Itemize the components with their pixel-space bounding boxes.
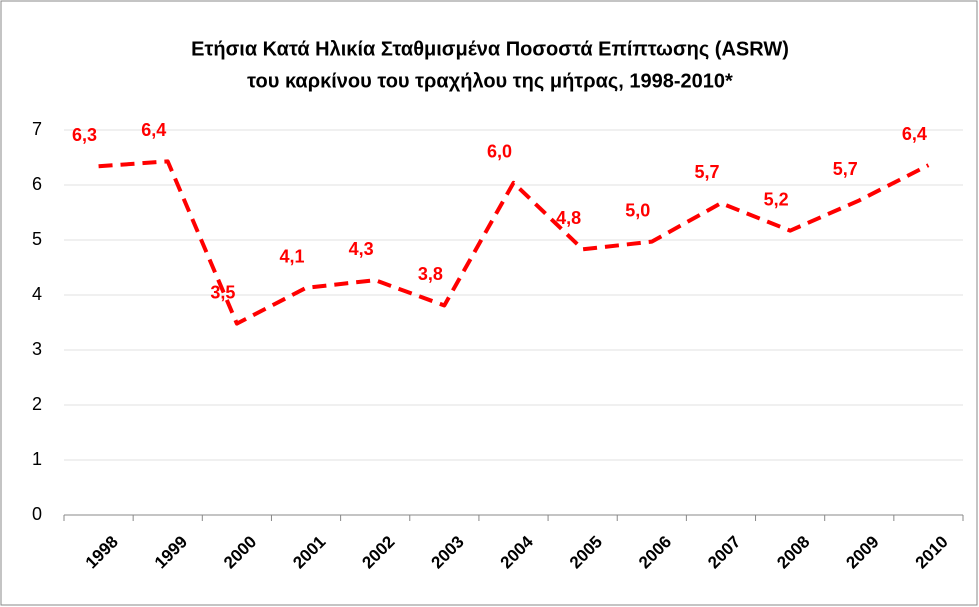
chart-title: του καρκίνου του τραχήλου της μήτρας, 19… xyxy=(247,70,733,92)
chart-title: Ετήσια Κατά Ηλικία Σταθμισμένα Ποσοστά Ε… xyxy=(191,38,789,60)
y-tick-label: 3 xyxy=(32,339,42,359)
line xyxy=(98,159,930,326)
data-label: 6,4 xyxy=(902,124,927,144)
data-label: 4,3 xyxy=(349,239,374,259)
data-label: 5,0 xyxy=(625,200,650,220)
data-label: 5,2 xyxy=(764,189,789,209)
y-tick-label: 4 xyxy=(32,284,42,304)
data-label: 4,8 xyxy=(556,208,581,228)
data-label: 3,8 xyxy=(418,264,443,284)
data-label: 3,5 xyxy=(210,282,235,302)
y-tick-label: 5 xyxy=(32,229,42,249)
y-tick-label: 0 xyxy=(32,504,42,524)
data-label: 6,4 xyxy=(141,120,166,140)
data-label: 6,0 xyxy=(487,142,512,162)
data-label: 6,3 xyxy=(72,125,97,145)
y-tick-label: 6 xyxy=(32,174,42,194)
data-label: 5,7 xyxy=(694,162,719,182)
y-tick-label: 1 xyxy=(32,449,42,469)
data-label: 4,1 xyxy=(280,247,305,267)
data-label: 5,7 xyxy=(833,159,858,179)
y-tick-label: 2 xyxy=(32,394,42,414)
y-tick-label: 7 xyxy=(32,119,42,139)
